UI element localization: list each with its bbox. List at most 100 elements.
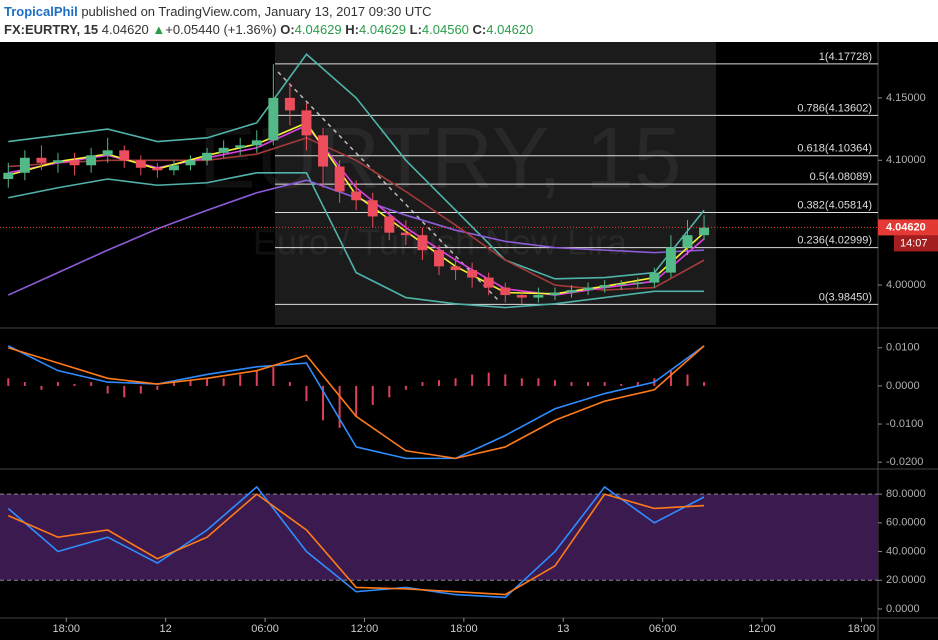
countdown: 14:07: [900, 237, 928, 249]
histogram-bar: [106, 385, 109, 394]
histogram-bar: [338, 385, 341, 428]
header: TropicalPhil published on TradingView.co…: [0, 0, 938, 42]
countdown-box: [894, 235, 938, 252]
candle-body: [235, 145, 246, 148]
author[interactable]: TropicalPhil: [4, 4, 78, 19]
h-label: H:: [345, 22, 360, 37]
candle-body: [19, 157, 30, 173]
histogram-bar: [172, 382, 175, 386]
histogram-bar: [90, 382, 93, 386]
fib-label: 0.382(4.05814): [797, 199, 872, 211]
quote-line: FX:EURTRY, 15 4.04620 ▲+0.05440 (+1.36%)…: [4, 22, 533, 37]
x-tick-label: 12: [160, 623, 172, 635]
indicator-line: [8, 345, 705, 460]
candle-body: [152, 167, 163, 171]
candle-body: [102, 150, 113, 156]
candle-body: [53, 160, 63, 163]
histogram-bar: [255, 370, 258, 386]
histogram-bar: [355, 385, 358, 417]
histogram-bar: [40, 385, 43, 390]
candle-body: [400, 232, 411, 236]
fib-label: 0.236(4.02999): [797, 235, 872, 247]
candle-body: [36, 157, 47, 163]
fib-label: 0.618(4.10364): [797, 143, 872, 155]
indicator-line: [7, 493, 705, 596]
histogram-bar: [703, 382, 706, 386]
candle-body: [119, 150, 130, 161]
candle-body: [533, 295, 544, 298]
y-tick-label: 40.0000: [886, 545, 926, 557]
histogram-bar: [669, 370, 672, 386]
histogram-bar: [388, 385, 391, 398]
candle-body: [699, 227, 710, 236]
y-tick-label: 4.15000: [886, 92, 926, 104]
candle-body: [467, 270, 478, 278]
candle-body: [566, 290, 577, 293]
l-value: 4.04560: [421, 22, 469, 37]
indicator-line: [8, 53, 705, 280]
histogram-bar: [139, 385, 142, 394]
y-tick-label: -0.0200: [886, 456, 923, 468]
candle-body: [202, 152, 213, 161]
x-tick-label: 13: [557, 623, 569, 635]
y-tick-label: 4.00000: [886, 279, 926, 291]
candle-body: [616, 283, 627, 286]
indicator-line: [7, 345, 705, 460]
candle-body: [301, 110, 312, 136]
histogram-bar: [620, 384, 623, 386]
publish-line: TropicalPhil published on TradingView.co…: [4, 4, 432, 19]
x-tick-label: 18:00: [450, 623, 478, 635]
chart: EURTRY, 15 Euro / Turkish New Lira 4.150…: [0, 42, 938, 640]
histogram-bar: [487, 372, 490, 386]
x-tick-label: 06:00: [251, 623, 279, 635]
histogram-bar: [520, 378, 523, 386]
candle-body: [69, 160, 80, 166]
histogram-bar: [239, 374, 242, 386]
candle-body: [334, 166, 345, 192]
y-tick-label: 0.0000: [886, 603, 920, 615]
histogram-bar: [553, 380, 556, 386]
histogram-bar: [421, 382, 424, 386]
candle-body: [185, 160, 196, 166]
y-tick-label: 0.0000: [886, 380, 920, 392]
arrow: ▲: [152, 22, 166, 37]
histogram-bar: [73, 384, 76, 386]
candle-body: [168, 165, 179, 171]
h-value: 4.04629: [359, 22, 407, 37]
histogram-bar: [272, 366, 275, 386]
candle-body: [218, 147, 229, 153]
histogram-bar: [471, 374, 474, 386]
candle-body: [583, 287, 594, 291]
candle-body: [665, 247, 676, 273]
histogram-bar: [438, 380, 440, 386]
candle-body: [251, 140, 262, 146]
candle-body: [318, 135, 329, 167]
o-label: O:: [280, 22, 295, 37]
published: published on TradingView.com, January 13…: [81, 4, 432, 19]
histogram-bar: [288, 382, 291, 386]
candle-body: [682, 235, 693, 248]
last-price-label: 4.04620: [886, 221, 926, 233]
histogram-bar: [123, 385, 126, 398]
c-value: 4.04620: [486, 22, 534, 37]
indicator-line: [8, 171, 705, 309]
histogram-bar: [570, 382, 573, 386]
histogram-bar: [504, 374, 507, 386]
band-fill: [0, 494, 878, 581]
candle-body: [86, 155, 97, 166]
histogram-bar: [305, 385, 308, 402]
candle-body: [549, 292, 560, 296]
y-tick-label: 0.0100: [886, 342, 920, 354]
candle-body: [367, 200, 378, 217]
indicator-line: [7, 485, 705, 599]
histogram-bar: [189, 380, 192, 386]
histogram-bar: [454, 378, 457, 386]
histogram-bar: [686, 374, 689, 386]
symbol: FX:EURTRY, 15: [4, 22, 99, 37]
candle-body: [268, 97, 279, 141]
y-tick-label: 4.10000: [886, 154, 926, 166]
histogram-bar: [206, 378, 209, 386]
y-tick-label: -0.0100: [886, 418, 923, 430]
histogram-bar: [56, 382, 59, 386]
